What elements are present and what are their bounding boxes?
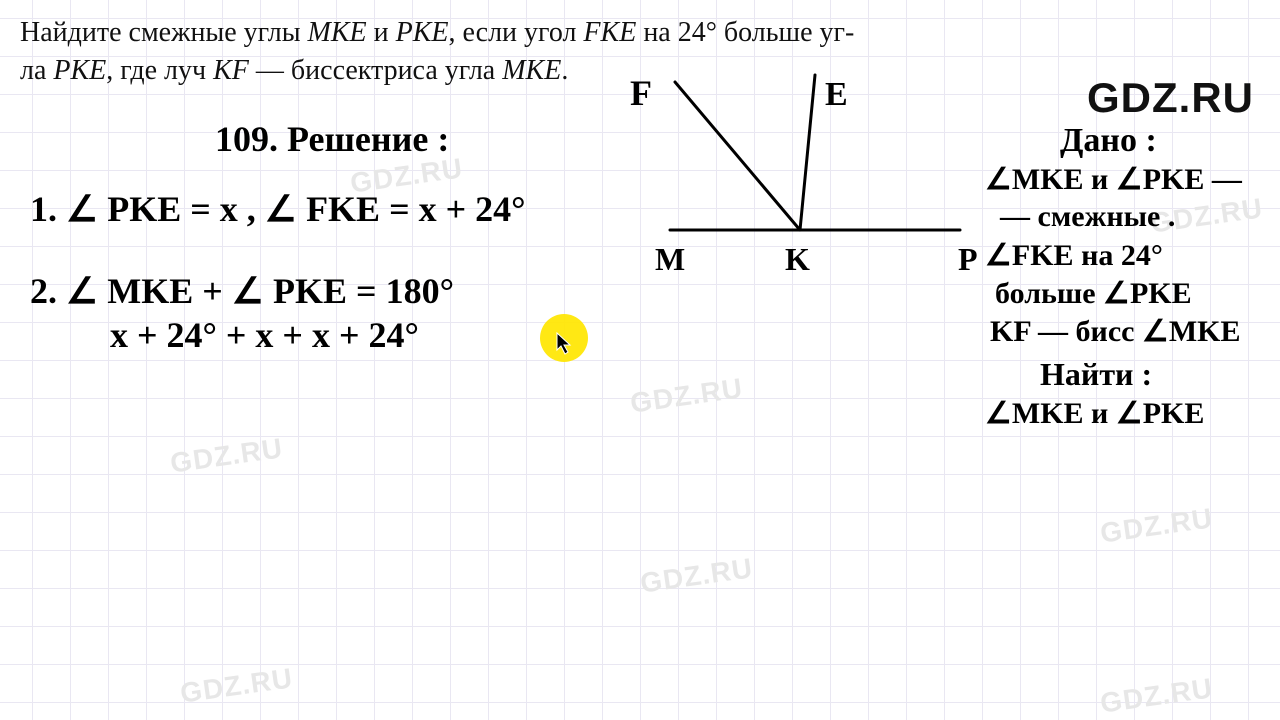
problem-line2-f: MKE — [502, 55, 561, 86]
given-title: Дано : — [1060, 122, 1157, 160]
solution-step1: 1. ∠ PKE = x , ∠ FKE = x + 24° — [30, 188, 526, 230]
problem-line1-a: Найдите смежные углы — [20, 17, 308, 48]
svg-text:F: F — [630, 73, 652, 113]
given-l5: KF — бисс ∠MKE — [990, 314, 1241, 349]
problem-line1-d: PKE — [396, 17, 449, 48]
given-l1: ∠MKE и ∠PKE — — [985, 162, 1242, 197]
svg-text:K: K — [785, 241, 810, 277]
diagram-svg: F E M K P — [600, 70, 980, 280]
problem-line2-e: — биссектриса угла — [249, 55, 502, 86]
problem-line2-c: , где луч — [106, 55, 213, 86]
problem-line1-e: , если угол — [449, 17, 584, 48]
find-title: Найти : — [1040, 356, 1152, 393]
problem-line1-g: на 24° больше уг- — [636, 17, 854, 48]
problem-line2-d: KF — [213, 55, 249, 86]
solution-title: 109. Решение : — [215, 118, 449, 160]
given-l2: — смежные . — [1000, 200, 1175, 234]
given-l3: ∠FKE на 24° — [985, 238, 1163, 273]
geometry-diagram: F E M K P — [600, 70, 980, 280]
solution-step2a: 2. ∠ MKE + ∠ PKE = 180° — [30, 270, 454, 312]
find-text: ∠MKE и ∠PKE — [985, 396, 1204, 431]
problem-line1-f: FKE — [583, 17, 636, 48]
svg-text:E: E — [825, 76, 848, 113]
mouse-cursor-icon — [556, 332, 574, 356]
problem-line1-b: MKE — [308, 17, 367, 48]
solution-step2b: x + 24° + x + x + 24° — [110, 314, 419, 356]
svg-text:P: P — [958, 241, 978, 277]
given-l4: больше ∠PKE — [995, 276, 1192, 311]
svg-text:M: M — [655, 241, 685, 277]
problem-line2-g: . — [561, 55, 568, 86]
problem-line2-b: PKE — [53, 55, 106, 86]
problem-line1-c: и — [367, 17, 396, 48]
site-logo: GDZ.RU — [1087, 74, 1254, 122]
problem-line2-a: ла — [20, 55, 53, 86]
